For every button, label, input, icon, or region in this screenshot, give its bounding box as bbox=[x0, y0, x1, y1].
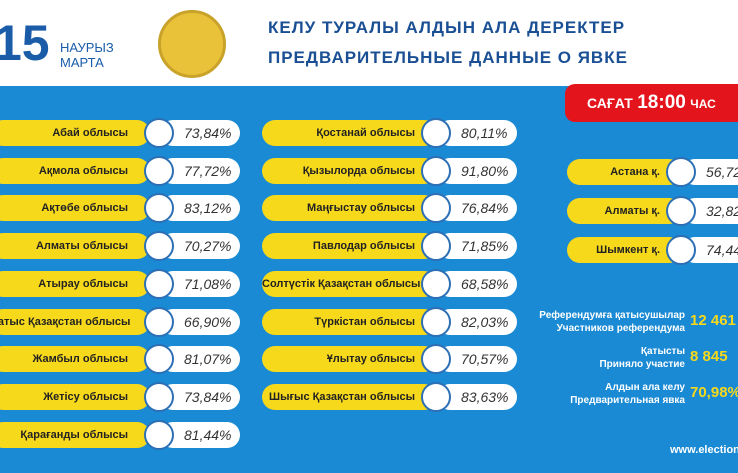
region-percent: 73,84% bbox=[160, 120, 240, 146]
region-name: Қарағанды облысы bbox=[0, 421, 150, 448]
region-name: Алматы облысы bbox=[0, 233, 150, 260]
region-name: Ақмола облысы bbox=[0, 157, 150, 184]
region-logo bbox=[144, 306, 174, 337]
time-label-ru: ЧАС bbox=[690, 97, 716, 111]
region-logo bbox=[144, 155, 174, 186]
region-name: Қостанай облысы bbox=[262, 120, 437, 146]
region-logo bbox=[421, 381, 451, 412]
stat-value: 12 461 bbox=[690, 312, 736, 329]
stat-label-ru: Предварительная явка bbox=[570, 395, 685, 406]
stat-value: 70,98% bbox=[690, 384, 738, 401]
region-percent: 82,03% bbox=[437, 308, 517, 335]
region-name: Астана қ. bbox=[567, 159, 682, 185]
region-name: Атырау облысы bbox=[0, 270, 150, 297]
date-number: 15 bbox=[0, 15, 50, 71]
region-name: Солтүстік Қазақстан облысы bbox=[262, 270, 437, 297]
emblem bbox=[158, 10, 226, 78]
region-name: Абай облысы bbox=[0, 120, 150, 146]
region-percent: 77,72% bbox=[160, 157, 240, 184]
region-name: Шығыс Қазақстан облысы bbox=[262, 383, 437, 410]
time-value: 18:00 bbox=[637, 92, 686, 113]
region-logo bbox=[666, 235, 696, 265]
time-box: САҒАТ 18:00 ЧАС bbox=[565, 84, 738, 122]
region-logo bbox=[144, 268, 174, 299]
region-logo bbox=[666, 196, 696, 226]
region-logo bbox=[421, 268, 451, 299]
region-name: Шымкент қ. bbox=[567, 237, 682, 263]
region-logo bbox=[144, 344, 174, 375]
region-logo bbox=[421, 118, 451, 148]
stat-label-ru: Участников референдума bbox=[556, 323, 685, 334]
date-month-kz: НАУРЫЗ bbox=[60, 40, 114, 55]
region-name: Алматы қ. bbox=[567, 198, 682, 224]
header-band bbox=[0, 0, 738, 86]
title-ru: ПРЕДВАРИТЕЛЬНЫЕ ДАННЫЕ О ЯВКЕ bbox=[268, 48, 628, 67]
stat-label-kz: Қатысты bbox=[640, 346, 685, 357]
region-logo bbox=[666, 157, 696, 187]
region-name: Жетісу облысы bbox=[0, 383, 150, 410]
region-logo bbox=[144, 231, 174, 262]
region-name: Жамбыл облысы bbox=[0, 346, 150, 373]
region-percent: 73,84% bbox=[160, 383, 240, 410]
region-name: Ұлытау облысы bbox=[262, 346, 437, 373]
region-percent: 80,11% bbox=[437, 120, 517, 146]
stat-label-kz: Алдын ала келу bbox=[605, 382, 685, 393]
region-logo bbox=[421, 231, 451, 262]
region-logo bbox=[421, 306, 451, 337]
region-logo bbox=[421, 193, 451, 224]
region-name: Маңғыстау облысы bbox=[262, 195, 437, 222]
region-logo bbox=[144, 193, 174, 224]
date-month-ru: МАРТА bbox=[60, 55, 104, 70]
region-percent: 81,07% bbox=[160, 346, 240, 373]
region-name: Батыс Қазақстан облысы bbox=[0, 308, 150, 335]
website: www.election.gov.kz bbox=[670, 444, 738, 456]
region-name: Ақтөбе облысы bbox=[0, 195, 150, 222]
region-name: Түркістан облысы bbox=[262, 308, 437, 335]
region-logo bbox=[144, 419, 174, 450]
region-name: Қызылорда облысы bbox=[262, 157, 437, 184]
title-kz: КЕЛУ ТУРАЛЫ АЛДЫН АЛА ДЕРЕКТЕР bbox=[268, 18, 626, 37]
date-month: НАУРЫЗ МАРТА bbox=[60, 40, 114, 70]
stat-label-kz: Референдумға қатысушылар bbox=[539, 310, 685, 321]
region-logo bbox=[421, 155, 451, 186]
region-name: Павлодар облысы bbox=[262, 233, 437, 260]
stat-value: 8 845 bbox=[690, 348, 728, 365]
region-logo bbox=[144, 118, 174, 148]
stat-label-ru: Приняло участие bbox=[599, 359, 685, 370]
time-label-kz: САҒАТ bbox=[587, 95, 633, 111]
region-logo bbox=[421, 344, 451, 375]
region-logo bbox=[144, 381, 174, 412]
